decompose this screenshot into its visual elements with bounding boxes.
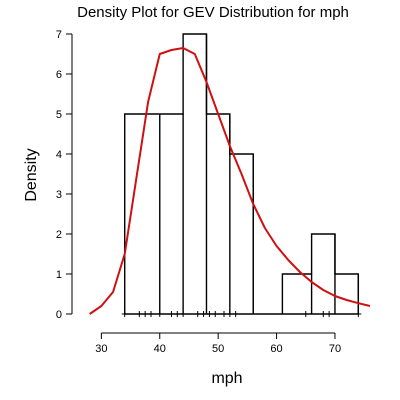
y-tick-label: 3 [56, 189, 62, 201]
rug-marker [136, 311, 143, 317]
x-tick-label: 40 [154, 343, 166, 355]
rug-marks [121, 311, 362, 317]
rug-marker [212, 311, 219, 317]
rug-marker [194, 311, 201, 317]
rug-marker [200, 311, 207, 317]
rug-marker [226, 311, 233, 317]
density-curve [89, 47, 371, 315]
y-tick-label: 0 [56, 309, 62, 321]
x-tick-label: 50 [212, 343, 224, 355]
y-tick-label: 6 [56, 69, 62, 81]
density-curve-group [89, 47, 371, 315]
rug-marker [174, 311, 181, 317]
rug-marker [180, 311, 187, 317]
chart-title: Density Plot for GEV Distribution for mp… [77, 4, 349, 21]
y-tick-label: 5 [56, 109, 62, 121]
rug-marker [156, 311, 163, 317]
rug-marker [148, 311, 154, 317]
rug-marker [168, 311, 175, 317]
rug-marker [355, 311, 362, 317]
rug-marker [326, 311, 333, 317]
x-axis-label: mph [211, 370, 242, 387]
x-tick-label: 70 [329, 343, 341, 355]
y-tick-label: 1 [56, 269, 62, 281]
rug-marker [302, 311, 309, 317]
rug-marker [142, 311, 149, 317]
y-tick-label: 2 [56, 229, 62, 241]
x-tick-label: 60 [270, 343, 282, 355]
y-tick-label: 4 [56, 149, 62, 161]
rug-marker [221, 311, 227, 317]
x-tick-label: 30 [95, 343, 107, 355]
rug-marker [320, 311, 327, 317]
rug-marker [121, 311, 128, 317]
rug-marker [232, 311, 239, 317]
y-tick-label: 7 [56, 29, 62, 41]
axes: 30 40 50 60 70 0 1 2 3 4 5 6 7 [56, 29, 341, 355]
rug-marker [206, 311, 213, 317]
histogram [124, 33, 360, 315]
y-axis-label: Density [23, 148, 40, 201]
